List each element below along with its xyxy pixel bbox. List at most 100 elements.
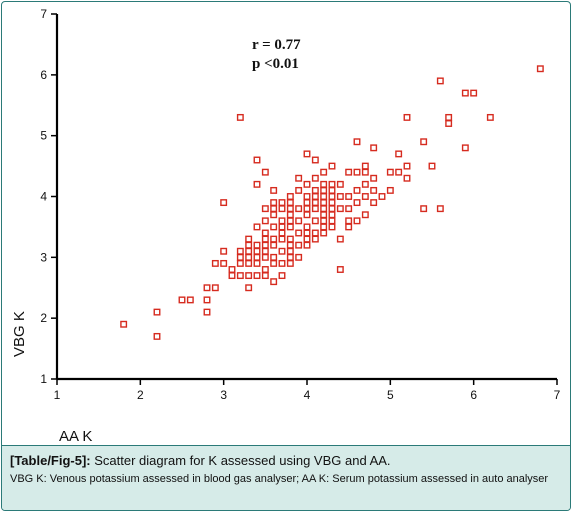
scatter-chart: 1 2 3 4 5 6 7 1 2 3 4 5 6 7 r = 0.77 p <0.01 VBG K AA… (11, 7, 561, 445)
data-point (245, 259, 253, 267)
data-point (328, 180, 336, 188)
data-point (286, 259, 294, 267)
data-point (295, 217, 303, 225)
data-point (245, 247, 253, 255)
y-tick-label: 5 (40, 129, 47, 143)
data-point (245, 235, 253, 243)
x-tick-label: 2 (137, 388, 144, 402)
data-point (320, 229, 328, 237)
data-point (228, 266, 236, 273)
data-point (211, 284, 219, 292)
data-point (253, 156, 261, 164)
data-point (328, 186, 336, 194)
data-point (445, 113, 453, 121)
data-point (311, 156, 319, 164)
data-point (320, 168, 328, 176)
data-point (403, 174, 411, 182)
data-point (311, 235, 319, 243)
data-point (236, 113, 244, 121)
points-layer (120, 65, 544, 340)
data-point (311, 199, 319, 207)
data-point (253, 259, 261, 267)
data-point (261, 247, 269, 255)
data-point (353, 199, 361, 207)
data-point (303, 223, 311, 231)
data-point (261, 241, 269, 249)
data-point (353, 186, 361, 194)
data-point (303, 235, 311, 243)
data-point (203, 296, 211, 304)
data-point (336, 180, 344, 188)
x-tick-label: 6 (470, 388, 477, 402)
data-point (295, 174, 303, 182)
data-point (328, 193, 336, 200)
data-point (311, 174, 319, 182)
data-point (403, 113, 411, 121)
data-point (278, 223, 286, 231)
data-point (261, 229, 269, 237)
data-point (353, 217, 361, 225)
x-tick-label: 1 (54, 388, 61, 402)
data-point (328, 211, 336, 219)
x-tick-label: 7 (554, 388, 561, 402)
data-point (286, 223, 294, 231)
data-point (245, 253, 253, 261)
data-point (470, 89, 478, 97)
data-point (261, 266, 269, 273)
data-point (286, 205, 294, 213)
data-point (295, 186, 303, 194)
y-tick-label: 2 (40, 311, 47, 325)
data-point (336, 193, 344, 200)
data-point (245, 272, 253, 280)
data-point (361, 211, 369, 219)
data-point (245, 241, 253, 249)
data-point (278, 217, 286, 225)
data-point (445, 120, 453, 127)
y-tick-label: 3 (40, 250, 47, 264)
data-point (286, 211, 294, 219)
data-point (361, 180, 369, 188)
stat-r: r = 0.77 (252, 37, 301, 53)
data-point (278, 199, 286, 207)
data-point (328, 223, 336, 231)
data-point (336, 205, 344, 213)
data-point (261, 217, 269, 225)
data-point (270, 211, 278, 219)
data-point (303, 229, 311, 237)
data-point (303, 241, 311, 249)
data-point (270, 186, 278, 194)
x-tick-label: 5 (387, 388, 394, 402)
data-point (245, 284, 253, 292)
y-tick-label: 4 (40, 190, 47, 204)
data-point (378, 193, 386, 200)
data-point (220, 259, 228, 267)
data-point (320, 186, 328, 194)
data-point (386, 168, 394, 176)
data-point (253, 247, 261, 255)
data-point (345, 223, 353, 231)
data-point (270, 253, 278, 261)
data-point (403, 162, 411, 170)
y-tick-label: 1 (40, 372, 47, 386)
data-point (220, 199, 228, 207)
data-point (270, 278, 278, 286)
data-point (270, 223, 278, 231)
data-point (270, 241, 278, 249)
caption-title: Scatter diagram for K assessed using VBG… (94, 453, 391, 468)
data-point (236, 253, 244, 261)
data-point (311, 229, 319, 237)
data-point (336, 266, 344, 273)
data-point (345, 217, 353, 225)
data-point (536, 65, 544, 73)
data-point (295, 229, 303, 237)
data-point (295, 241, 303, 249)
data-point (203, 308, 211, 316)
data-point (270, 205, 278, 213)
data-point (328, 217, 336, 225)
data-point (303, 193, 311, 200)
data-point (278, 229, 286, 237)
caption-title-line: [Table/Fig-5]: Scatter diagram for K ass… (10, 452, 560, 470)
data-point (320, 205, 328, 213)
data-point (420, 138, 428, 146)
